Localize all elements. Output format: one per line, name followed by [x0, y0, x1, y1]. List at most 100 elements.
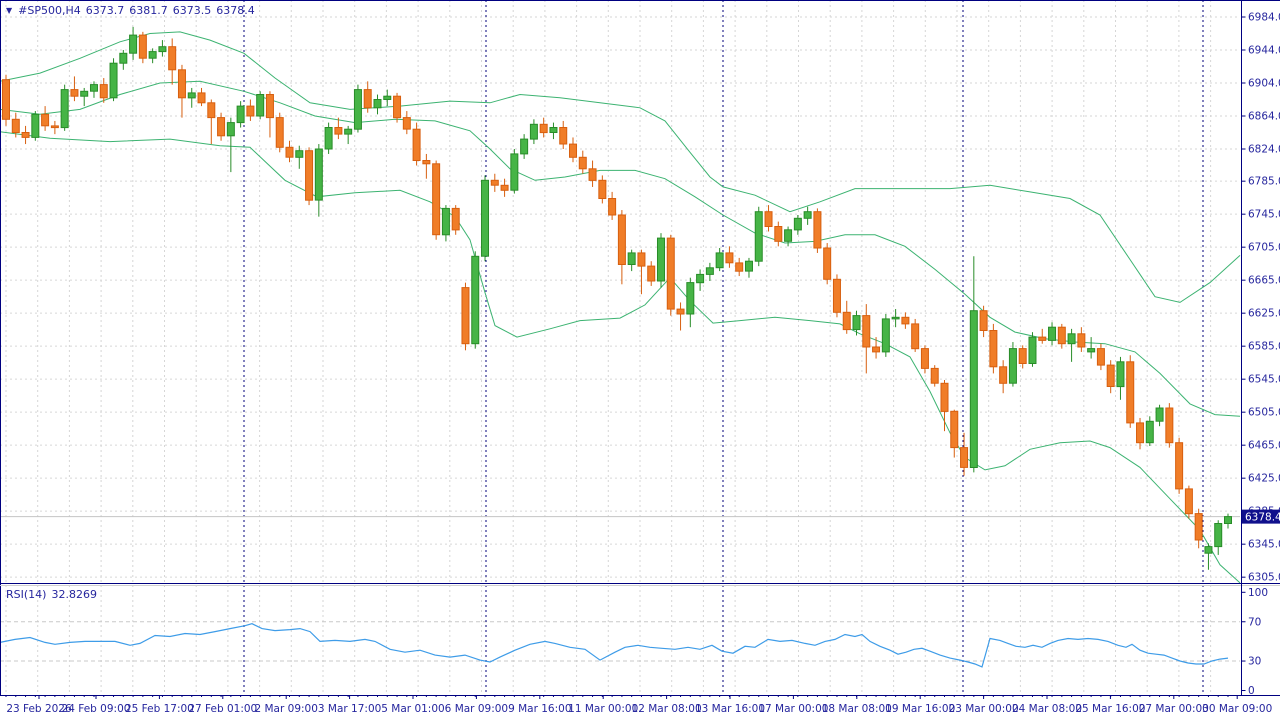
time-axis-label: 25 Mar 16:00 — [1075, 703, 1145, 715]
candle-bearish — [735, 262, 744, 272]
candle-bearish — [1175, 442, 1184, 490]
candle-bullish — [31, 113, 40, 138]
candle-bullish — [80, 90, 89, 97]
price-axis-label: 6824.0 — [1248, 144, 1280, 156]
candle-bearish — [989, 330, 998, 368]
candle-bullish — [549, 127, 558, 133]
candle-bearish — [774, 226, 783, 242]
candle-bullish — [1214, 523, 1223, 548]
candle-bearish — [539, 123, 548, 134]
candle-bearish — [1136, 422, 1145, 444]
candle-bullish — [324, 127, 333, 150]
price-axis-label: 6944.0 — [1248, 45, 1280, 57]
candle-bearish — [207, 102, 216, 119]
current-price-badge: 6378.4 — [1242, 509, 1280, 524]
time-axis-label: 2 Mar 09:00 — [254, 703, 317, 715]
candle-bearish — [490, 179, 499, 186]
price-axis-label: 6625.0 — [1248, 308, 1280, 320]
candle-bullish — [441, 207, 450, 236]
candle-bearish — [1106, 364, 1115, 388]
rsi-indicator-label: RSI(14) 32.8269 — [6, 588, 102, 601]
candle-bearish — [940, 382, 949, 412]
candle-bearish — [177, 69, 186, 99]
candle-bullish — [236, 105, 245, 124]
candle-bearish — [285, 146, 294, 158]
rsi-axis-label: 30 — [1248, 656, 1261, 668]
candle-bearish — [138, 34, 147, 59]
price-axis-label: 6745.0 — [1248, 209, 1280, 221]
candle-bearish — [901, 316, 910, 325]
candle-bearish — [1184, 488, 1193, 515]
candle-bearish — [911, 323, 920, 350]
candle-bullish — [158, 46, 167, 53]
candle-bearish — [363, 89, 372, 109]
candle-bearish — [99, 84, 108, 99]
time-axis-label: 18 Mar 08:00 — [822, 703, 892, 715]
price-axis-label: 6425.0 — [1248, 473, 1280, 485]
time-axis-label: 30 Mar 09:00 — [1202, 703, 1272, 715]
time-axis-label: 27 Feb 01:00 — [188, 703, 257, 715]
price-axis-label: 6305.0 — [1248, 572, 1280, 584]
time-axis-label: 6 Mar 09:00 — [445, 703, 508, 715]
time-axis-label: 5 Mar 01:00 — [381, 703, 444, 715]
candle-bullish — [109, 62, 118, 99]
candle-bearish — [422, 160, 431, 165]
chart-header: ▼ #SP500,H4 6373.7 6381.7 6373.5 6378.4 — [6, 4, 260, 17]
candle-bullish — [881, 318, 890, 353]
candle-bearish — [305, 150, 314, 201]
candle-bullish — [715, 252, 724, 269]
ohlc-collapse-arrow-icon[interactable]: ▼ — [6, 6, 13, 15]
price-axis-label: 6585.0 — [1248, 341, 1280, 353]
candle-bullish — [1087, 348, 1096, 353]
candle-bearish — [637, 252, 646, 267]
time-axis-label: 24 Feb 09:00 — [62, 703, 131, 715]
rsi-indicator-value: 32.8269 — [51, 588, 97, 601]
candle-bullish — [656, 237, 665, 282]
candle-bullish — [1145, 420, 1154, 444]
candle-bearish — [764, 211, 773, 227]
candle-bearish — [920, 348, 929, 369]
candle-bearish — [950, 410, 959, 449]
price-axis[interactable]: 6984.0 6944.0 6904.0 6864.0 6824.0 6785.0 6745… — [1241, 12, 1280, 584]
time-axis-label: 23 Mar 00:00 — [949, 703, 1019, 715]
rsi-axis[interactable]: 100 70 30 0 — [1241, 587, 1269, 697]
rsi-axis-label: 100 — [1248, 587, 1268, 599]
rsi-axis-label: 70 — [1248, 616, 1261, 628]
bollinger-upper-line — [0, 31, 1241, 303]
candle-bearish — [1096, 348, 1105, 366]
candle-bullish — [705, 267, 714, 275]
rsi-axis-label: 0 — [1248, 685, 1255, 697]
candle-bearish — [842, 311, 851, 331]
candle-bearish — [862, 315, 871, 348]
candle-bullish — [148, 51, 157, 59]
candle-bullish — [1008, 348, 1017, 384]
candle-bullish — [344, 128, 353, 135]
candle-bullish — [1048, 326, 1057, 341]
candle-bearish — [1018, 348, 1027, 365]
candle-bearish — [617, 214, 626, 265]
ohlc-close-value: 6378.4 — [216, 4, 255, 17]
candle-bearish — [872, 346, 881, 353]
ohlc-open-value: 6373.7 — [85, 4, 125, 17]
price-axis-label: 6465.0 — [1248, 440, 1280, 452]
candle-bearish — [647, 265, 656, 282]
candle-bullish — [471, 255, 480, 345]
candle-bearish — [960, 447, 969, 468]
candle-bearish — [1038, 336, 1047, 341]
grid-layer — [0, 0, 1240, 695]
chart-frame — [0, 0, 1280, 696]
bollinger-lower-line — [0, 131, 1241, 584]
price-axis-label: 6505.0 — [1248, 407, 1280, 419]
candle-bullish — [60, 89, 69, 129]
time-axis-label: 24 Mar 08:00 — [1012, 703, 1082, 715]
candle-bearish — [168, 46, 177, 71]
candle-bearish — [1165, 407, 1174, 444]
candle-bearish — [559, 127, 568, 145]
candle-bullish — [187, 92, 196, 99]
candle-bullish — [481, 179, 490, 257]
time-axis-label: 12 Mar 08:00 — [632, 703, 702, 715]
candle-bullish — [314, 148, 323, 201]
